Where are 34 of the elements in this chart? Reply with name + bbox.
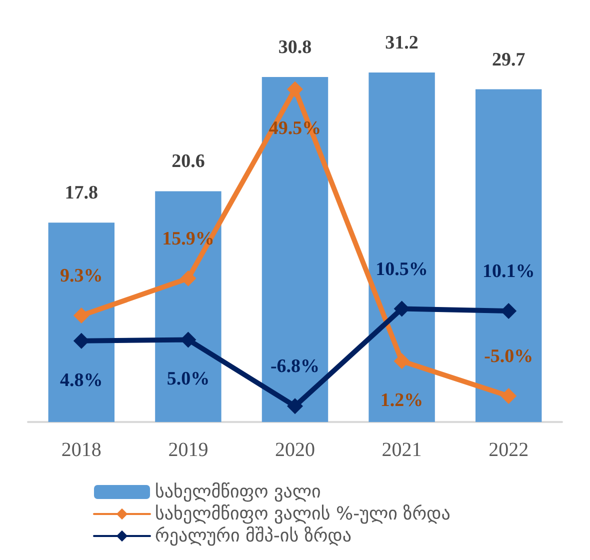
data-label: 17.8 bbox=[64, 182, 98, 204]
point bbox=[73, 308, 90, 324]
data-label: 10.1% bbox=[482, 261, 535, 282]
data-label: 5.0% bbox=[166, 368, 210, 390]
data-label: 9.3% bbox=[60, 266, 103, 287]
x-tick-label: 2022 bbox=[488, 439, 529, 461]
bar bbox=[475, 89, 542, 422]
x-tick-label: 2021 bbox=[382, 439, 422, 461]
bar bbox=[155, 191, 222, 422]
bar bbox=[262, 76, 328, 422]
legend-label: სახელმწიფო ვალი bbox=[155, 482, 321, 502]
data-label: 29.7 bbox=[492, 49, 526, 70]
point bbox=[500, 303, 517, 320]
data-label: 31.2 bbox=[385, 32, 418, 54]
point bbox=[73, 332, 90, 349]
data-label: 1.2% bbox=[380, 390, 424, 412]
data-label: 4.8% bbox=[60, 370, 103, 391]
point bbox=[394, 353, 410, 370]
point bbox=[180, 270, 196, 286]
x-tick-label: 2019 bbox=[168, 439, 208, 461]
bar bbox=[368, 72, 435, 422]
legend-label: რეალური მშპ-ის ზრდა bbox=[155, 526, 352, 546]
point bbox=[287, 398, 303, 414]
data-label: -6.8% bbox=[270, 356, 320, 378]
legend-label: სახელმწიფო ვალის %-ული ზრდა bbox=[155, 504, 450, 524]
bar bbox=[48, 222, 115, 422]
x-tick-label: 2018 bbox=[61, 439, 102, 461]
x-tick-label: 2020 bbox=[275, 439, 315, 461]
data-label: 30.8 bbox=[278, 36, 312, 58]
data-label: 10.5% bbox=[376, 258, 428, 280]
data-label: -5.0% bbox=[484, 346, 534, 368]
point bbox=[500, 388, 517, 404]
data-label: 20.6 bbox=[172, 151, 205, 172]
point bbox=[287, 81, 303, 98]
